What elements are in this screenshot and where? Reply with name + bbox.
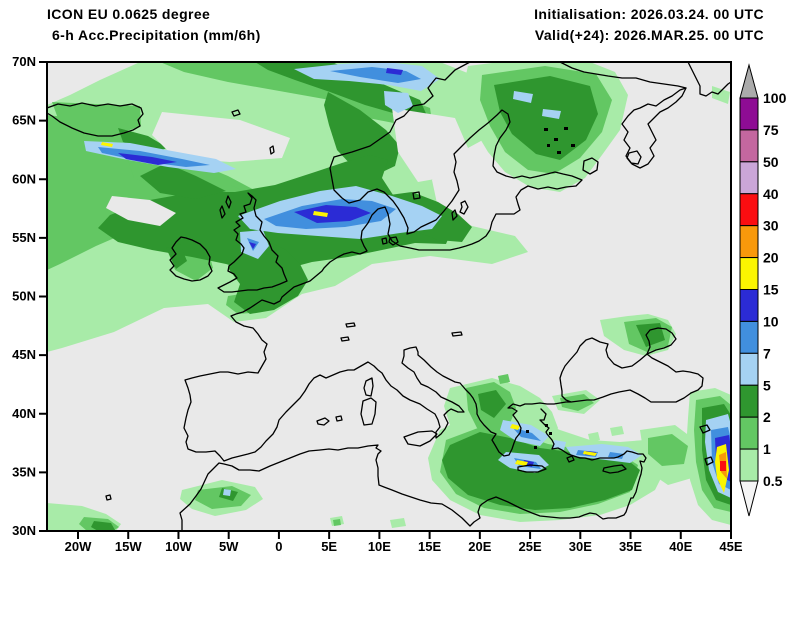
legend-swatch [740, 290, 758, 322]
legend-underflow-triangle [740, 481, 758, 516]
lon-tick-label: 10E [368, 539, 391, 554]
legend-swatch [740, 321, 758, 353]
lon-tick-label: 15E [418, 539, 441, 554]
europe-precipitation-map: 70N 65N 60N 55N 50N 45N 40N 35N 30N 20W 15W 10W 5W 0 5… [0, 0, 800, 618]
lon-tick-label: 5E [321, 539, 337, 554]
lon-tick-label: 15W [115, 539, 142, 554]
lat-tick-label: 50N [12, 289, 36, 304]
lon-tick-label: 40E [669, 539, 692, 554]
legend-swatch [740, 353, 758, 385]
legend-swatch [740, 162, 758, 194]
legend-tick-label: 2 [763, 409, 771, 425]
lat-tick-label: 45N [12, 347, 36, 362]
legend-tick-label: 15 [763, 282, 779, 298]
lat-tick-label: 40N [12, 406, 36, 421]
legend-swatch [740, 258, 758, 290]
legend-tick-label: 75 [763, 122, 779, 138]
precipitation-legend: 1007550403020151075210.5 [740, 65, 787, 516]
precip-region [223, 489, 231, 496]
legend-tick-label: 1 [763, 441, 771, 457]
legend-tick-label: 10 [763, 313, 779, 329]
lat-tick-label: 30N [12, 523, 36, 538]
legend-swatch [740, 130, 758, 162]
lon-tick-label: 20W [65, 539, 92, 554]
lon-tick-label: 45E [719, 539, 742, 554]
legend-tick-label: 100 [763, 90, 787, 106]
legend-tick-label: 30 [763, 218, 779, 234]
legend-tick-label: 5 [763, 377, 771, 393]
legend-swatch [740, 385, 758, 417]
precip-region [66, 296, 80, 308]
legend-swatch [740, 98, 758, 130]
lat-tick-label: 60N [12, 171, 36, 186]
legend-swatch [740, 226, 758, 258]
lon-tick-label: 25E [519, 539, 542, 554]
lon-tick-label: 0 [275, 539, 282, 554]
lat-tick-label: 35N [12, 464, 36, 479]
lat-tick-label: 70N [12, 54, 36, 69]
precip-layer-red [720, 461, 726, 471]
lat-tick-label: 55N [12, 230, 36, 245]
precip-region [333, 519, 341, 526]
legend-tick-label: 20 [763, 250, 779, 266]
legend-tick-label: 0.5 [763, 473, 783, 489]
legend-tick-label: 40 [763, 186, 779, 202]
legend-tick-label: 50 [763, 154, 779, 170]
legend-tick-label: 7 [763, 345, 771, 361]
weather-map-page: ICON EU 0.0625 degree 6-h Acc.Precipitat… [0, 0, 800, 618]
precip-region [720, 461, 726, 471]
legend-swatch [740, 417, 758, 449]
legend-overflow-triangle [740, 65, 758, 98]
lon-tick-label: 30E [569, 539, 592, 554]
lon-tick-label: 10W [165, 539, 192, 554]
lon-tick-label: 5W [219, 539, 239, 554]
lon-tick-label: 35E [619, 539, 642, 554]
lon-tick-label: 20E [468, 539, 491, 554]
legend-swatch [740, 194, 758, 226]
lat-tick-label: 65N [12, 113, 36, 128]
legend-swatch [740, 449, 758, 481]
